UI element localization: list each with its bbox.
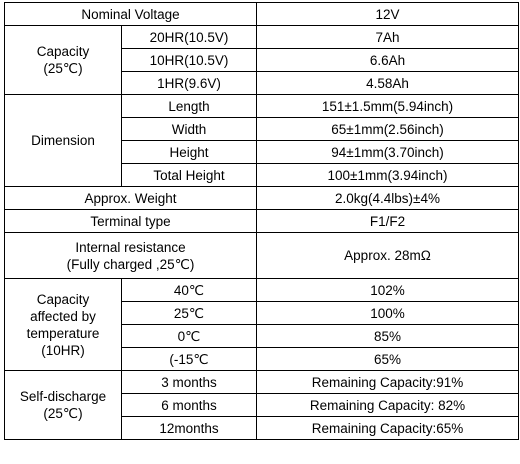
capacity-rate: 20HR(10.5V): [121, 25, 257, 49]
capacity-temperature-label-line1: Capacity: [36, 291, 90, 307]
row-dimension-length: Dimension Length 151±1.5mm(5.94inch): [4, 94, 519, 187]
internal-resistance-label-line2: (Fully charged ,25℃): [66, 256, 195, 272]
capacity-label: Capacity (25℃): [4, 25, 122, 95]
row-terminal: Terminal type F1/F2: [4, 209, 519, 233]
row-capacity-20hr: Capacity (25℃) 20HR(10.5V) 7Ah: [4, 25, 519, 95]
capacity-temperature-label-line2: affected by: [30, 308, 96, 324]
self-discharge-label-line2: (25℃): [43, 406, 83, 421]
row-internal-resistance: Internal resistance (Fully charged ,25℃)…: [4, 232, 519, 279]
dimension-name: Width: [121, 117, 257, 141]
internal-resistance-value: Approx. 28mΩ: [256, 232, 519, 279]
dimension-value: 151±1.5mm(5.94inch): [256, 94, 519, 118]
weight-label: Approx. Weight: [4, 186, 257, 210]
dimension-value: 100±1mm(3.94inch): [256, 163, 519, 187]
capacity-rate: 1HR(9.6V): [121, 71, 257, 95]
terminal-value: F1/F2: [256, 209, 519, 233]
terminal-label: Terminal type: [4, 209, 257, 233]
dimension-value: 65±1mm(2.56inch): [256, 117, 519, 141]
dimension-name: Length: [121, 94, 257, 118]
temperature-capacity-value: 65%: [256, 347, 519, 371]
row-temp-0: 0℃ 85%: [5, 324, 519, 348]
weight-value: 2.0kg(4.4lbs)±4%: [256, 186, 519, 210]
row-self-discharge-12m: 12months Remaining Capacity:65%: [5, 416, 519, 440]
row-capacity-10hr: 10HR(10.5V) 6.6Ah: [5, 48, 519, 72]
capacity-label-line1: Capacity: [36, 44, 90, 59]
self-discharge-value: Remaining Capacity:65%: [256, 416, 519, 440]
capacity-rate: 10HR(10.5V): [121, 48, 257, 72]
dimension-label: Dimension: [4, 94, 122, 187]
row-capacity-1hr: 1HR(9.6V) 4.58Ah: [5, 71, 519, 95]
row-temp-25: 25℃ 100%: [5, 301, 519, 325]
capacity-temperature-label-line3: temperature: [26, 325, 100, 341]
internal-resistance-label: Internal resistance (Fully charged ,25℃): [4, 232, 257, 279]
row-temp-40: Capacity affected by temperature (10HR) …: [4, 278, 519, 371]
temperature: 40℃: [121, 278, 257, 302]
row-dimension-total-height: Total Height 100±1mm(3.94inch): [5, 163, 519, 187]
self-discharge-period: 12months: [121, 416, 257, 440]
temperature-capacity-value: 85%: [256, 324, 519, 348]
internal-resistance-label-line1: Internal resistance: [75, 239, 186, 255]
self-discharge-label: Self-discharge (25℃): [4, 370, 122, 440]
temperature: (-15℃: [121, 347, 257, 371]
capacity-temperature-label-line4: (10HR): [41, 342, 85, 358]
capacity-value: 6.6Ah: [256, 48, 519, 72]
temperature: 0℃: [121, 324, 257, 348]
temperature: 25℃: [121, 301, 257, 325]
capacity-temperature-label: Capacity affected by temperature (10HR): [4, 278, 122, 371]
row-self-discharge-3m: Self-discharge (25℃) 3 months Remaining …: [4, 370, 519, 440]
self-discharge-period: 3 months: [121, 370, 257, 394]
temperature-capacity-value: 102%: [256, 278, 519, 302]
capacity-label-line2: (25℃): [43, 61, 83, 76]
self-discharge-value: Remaining Capacity: 82%: [256, 393, 519, 417]
nominal-voltage-label: Nominal Voltage: [4, 2, 257, 26]
capacity-value: 7Ah: [256, 25, 519, 49]
temperature-capacity-value: 100%: [256, 301, 519, 325]
dimension-name: Height: [121, 140, 257, 164]
row-dimension-width: Width 65±1mm(2.56inch): [5, 117, 519, 141]
row-temp-minus-15: (-15℃ 65%: [5, 347, 519, 371]
nominal-voltage-value: 12V: [256, 2, 519, 26]
dimension-value: 94±1mm(3.70inch): [256, 140, 519, 164]
row-weight: Approx. Weight 2.0kg(4.4lbs)±4%: [4, 186, 519, 210]
self-discharge-period: 6 months: [121, 393, 257, 417]
battery-spec-table: Nominal Voltage 12V Capacity (25℃) 20HR(…: [4, 2, 519, 440]
self-discharge-value: Remaining Capacity:91%: [256, 370, 519, 394]
row-nominal-voltage: Nominal Voltage 12V: [4, 2, 519, 26]
dimension-name: Total Height: [121, 163, 257, 187]
self-discharge-label-line1: Self-discharge: [19, 389, 107, 404]
capacity-value: 4.58Ah: [256, 71, 519, 95]
row-dimension-height: Height 94±1mm(3.70inch): [5, 140, 519, 164]
